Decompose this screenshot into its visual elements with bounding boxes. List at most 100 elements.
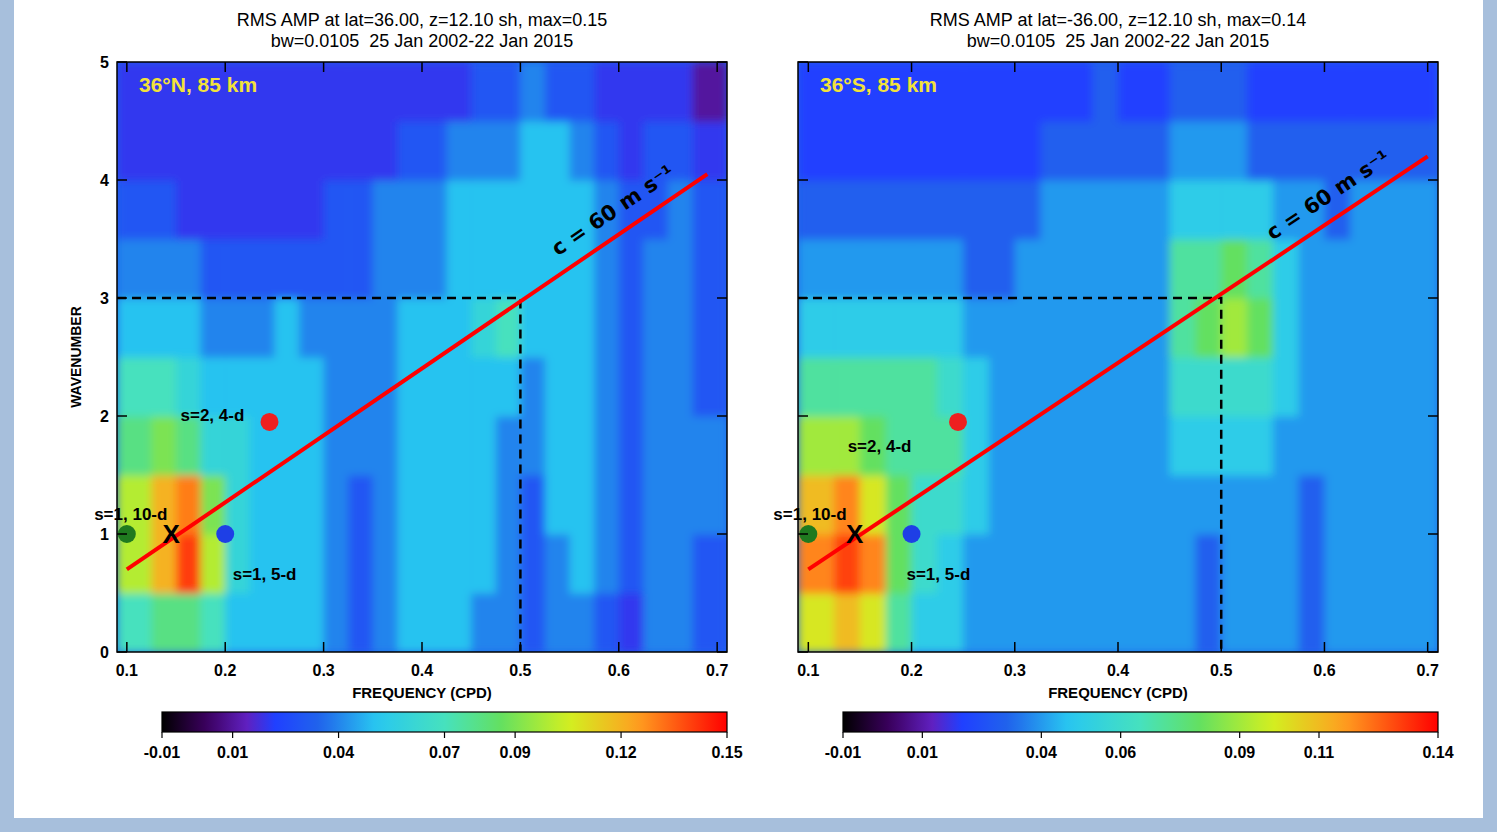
heatmap-cell <box>1221 62 1247 122</box>
x-tick <box>126 642 128 652</box>
heatmap-cell <box>1195 62 1221 122</box>
heatmap-cell <box>201 593 226 652</box>
colorbar-tick-label: 0.07 <box>429 744 460 761</box>
heatmap-cell <box>397 180 422 240</box>
heatmap-cell <box>886 357 912 417</box>
heatmap-cell <box>989 121 1015 181</box>
heatmap-cell <box>619 475 644 535</box>
heatmap-cell <box>1350 593 1376 652</box>
heatmap-cell <box>397 239 422 299</box>
heatmap-cell <box>1402 239 1438 299</box>
heatmap-cell <box>643 593 668 652</box>
heatmap-cell <box>274 475 299 535</box>
heatmap-cell <box>1092 239 1118 299</box>
heatmap-cell <box>447 475 472 535</box>
heatmap-cell <box>225 593 250 652</box>
heatmap-cell <box>1402 298 1438 358</box>
heatmap-cell <box>1118 239 1144 299</box>
heatmap-cell <box>348 534 373 594</box>
heatmap-cell <box>1324 62 1350 122</box>
heatmap-cell <box>1092 416 1118 476</box>
heatmap-cell <box>937 534 963 594</box>
heatmap-cell <box>471 239 496 299</box>
x-tick-label: 0.6 <box>608 662 630 679</box>
heatmap-cell <box>1350 62 1376 122</box>
y-tick <box>117 61 127 63</box>
heatmap-cell <box>1324 534 1350 594</box>
heatmap-cell <box>693 357 727 417</box>
heatmap-cell <box>989 593 1015 652</box>
figure: RMS AMP at lat=36.00, z=12.10 sh, max=0.… <box>0 0 1497 832</box>
heatmap-cell <box>1144 121 1170 181</box>
wave-point <box>949 413 967 431</box>
heatmap-cell <box>1041 180 1067 240</box>
heatmap-cell <box>117 239 152 299</box>
heatmap-cell <box>937 475 963 535</box>
heatmap-cell <box>693 475 727 535</box>
heatmap-cell <box>348 62 373 122</box>
heatmap-cell <box>693 62 727 122</box>
x-tick-label: 0.3 <box>312 662 334 679</box>
heatmap-cell <box>1015 121 1041 181</box>
heatmap-cell <box>1324 593 1350 652</box>
heatmap-cell <box>860 357 886 417</box>
heatmap-cell <box>274 593 299 652</box>
colorbar-tick-label: -0.01 <box>144 744 181 761</box>
heatmap-cell <box>1221 534 1247 594</box>
heatmap-cell <box>1221 180 1247 240</box>
heatmap-cell <box>619 357 644 417</box>
heatmap-cell <box>1376 534 1402 594</box>
heatmap-cell <box>693 534 727 594</box>
heatmap-cell <box>1015 180 1041 240</box>
y-tick <box>798 533 808 535</box>
x-axis-title: FREQUENCY (CPD) <box>352 684 492 701</box>
y-tick-label: 3 <box>100 290 109 307</box>
heatmap-cell <box>1144 62 1170 122</box>
colorbar-tick <box>232 732 233 738</box>
heatmap-cell <box>201 416 226 476</box>
heatmap-cell <box>422 298 447 358</box>
heatmap-cell <box>1092 534 1118 594</box>
heatmap-cell <box>1118 416 1144 476</box>
inset-label: 36°S, 85 km <box>820 73 937 96</box>
heatmap-cell <box>274 239 299 299</box>
heatmap-cell <box>594 121 619 181</box>
heatmap-cell <box>201 534 226 594</box>
heatmap-cell <box>886 121 912 181</box>
heatmap-cell <box>693 298 727 358</box>
heatmap-cell <box>1195 593 1221 652</box>
heatmap-cell <box>545 121 570 181</box>
heatmap-cell <box>496 475 521 535</box>
heatmap-cell <box>1402 534 1438 594</box>
heatmap-cell <box>1092 298 1118 358</box>
heatmap-cell <box>397 593 422 652</box>
heatmap-cell <box>1247 357 1273 417</box>
guide-line <box>798 298 1221 652</box>
heatmap-cell <box>1299 298 1325 358</box>
heatmap-cell <box>1144 593 1170 652</box>
heatmap-cell <box>570 534 595 594</box>
heatmap-cell <box>570 416 595 476</box>
heatmap-cell <box>496 357 521 417</box>
x-tick <box>421 642 423 652</box>
plot-background <box>117 62 727 652</box>
heatmap-cell <box>594 475 619 535</box>
heatmap-cell <box>1066 298 1092 358</box>
heatmap-cell <box>1273 298 1299 358</box>
x-tick <box>618 642 620 652</box>
heatmap-cell <box>1041 475 1067 535</box>
heatmap-cell <box>471 593 496 652</box>
inset-label: 36°N, 85 km <box>139 73 257 96</box>
heatmap-cell <box>151 593 176 652</box>
heatmap-cell <box>176 416 201 476</box>
x-tick-top <box>716 62 718 72</box>
heatmap-cell <box>963 475 989 535</box>
x-tick <box>1014 642 1016 652</box>
heatmap-cell <box>151 121 176 181</box>
heatmap-cell <box>447 180 472 240</box>
heatmap-cell <box>1041 239 1067 299</box>
heatmap-cell <box>520 416 545 476</box>
heatmap-cell <box>1066 121 1092 181</box>
heatmap-cell <box>348 298 373 358</box>
heatmap-cell <box>274 62 299 122</box>
